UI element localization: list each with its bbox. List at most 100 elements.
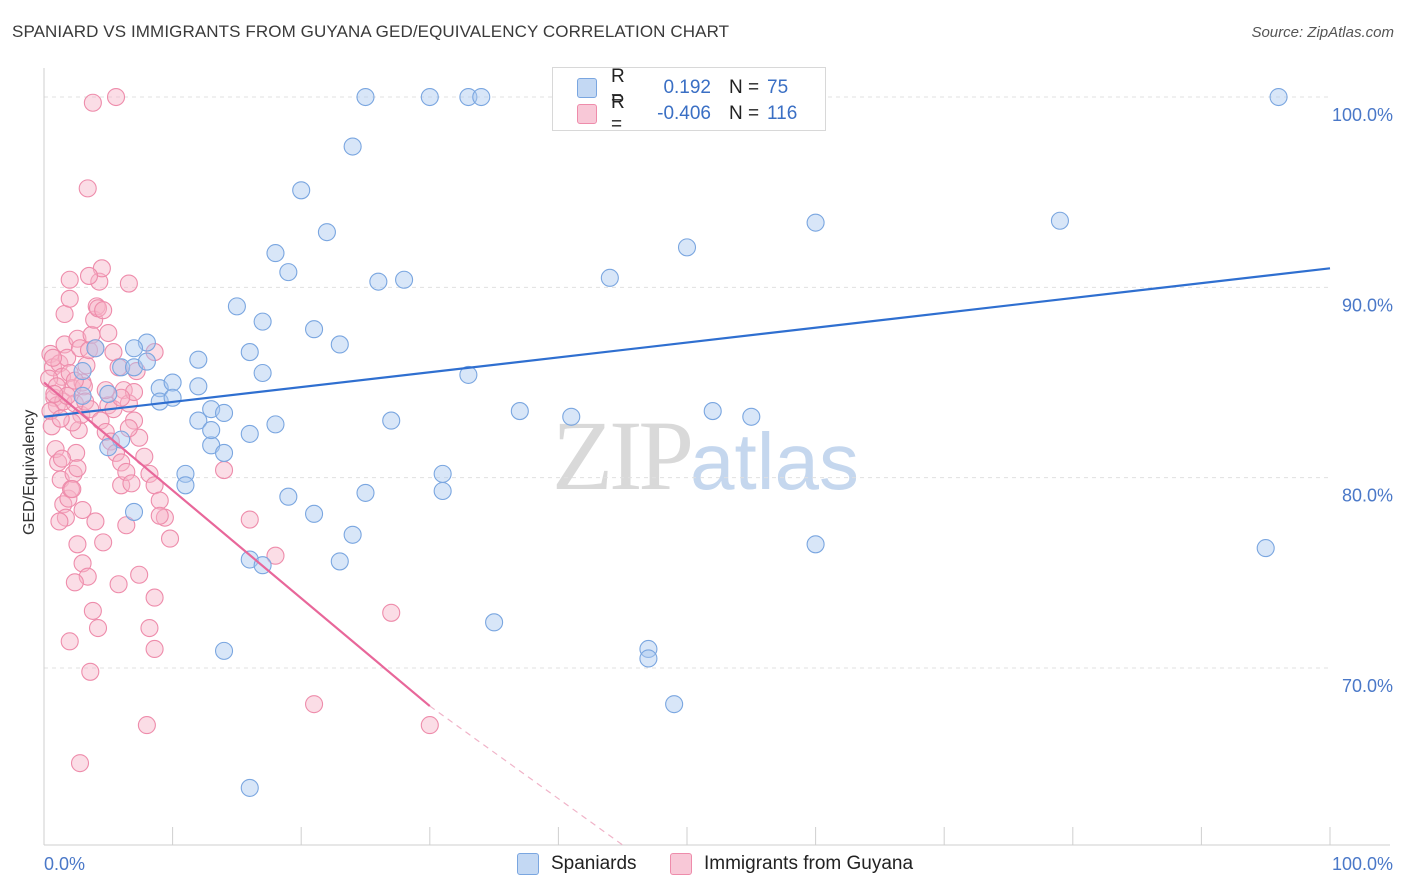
legend-swatch-pink	[670, 853, 692, 875]
point-spaniards	[382, 411, 401, 430]
tick-labels: 70.0% 80.0% 90.0% 100.0% 0.0% 100.0%	[44, 105, 1393, 874]
point-guyana	[104, 343, 123, 362]
n-label: N =	[729, 103, 760, 124]
point-guyana	[79, 341, 99, 360]
point-spaniards	[639, 649, 658, 668]
point-spaniards	[1269, 87, 1288, 107]
point-spaniards	[176, 476, 195, 495]
point-guyana	[63, 480, 82, 499]
point-guyana	[88, 618, 108, 638]
point-spaniards	[330, 335, 349, 354]
point-guyana	[266, 546, 285, 565]
point-spaniards	[124, 502, 144, 521]
point-spaniards	[1256, 539, 1275, 558]
point-guyana	[74, 377, 93, 396]
point-guyana	[83, 601, 102, 620]
point-guyana	[70, 339, 90, 358]
point-spaniards	[510, 402, 529, 421]
x-tick-label: 0.0%	[44, 854, 85, 874]
legend-row-guyana: R = -0.406 N = 116	[577, 92, 807, 135]
point-guyana	[130, 565, 149, 584]
watermark-atlas: atlas	[690, 417, 859, 506]
point-spaniards	[806, 213, 825, 232]
point-guyana	[94, 533, 113, 552]
y-axis-label: GED/Equivalency	[21, 410, 38, 535]
point-spaniards	[86, 339, 105, 358]
point-guyana	[112, 453, 131, 472]
point-guyana	[305, 695, 324, 714]
point-guyana	[420, 716, 439, 735]
point-guyana	[117, 462, 136, 482]
y-tick-label: 100.0%	[1332, 105, 1393, 125]
point-guyana	[55, 304, 74, 324]
r-value: -0.406	[657, 103, 711, 124]
point-guyana	[68, 535, 87, 554]
trend-line-guyana	[43, 381, 431, 707]
point-guyana	[52, 449, 72, 468]
trend-line-spaniards	[43, 267, 1331, 418]
watermark: ZIPatlas	[552, 398, 859, 513]
point-spaniards	[124, 339, 144, 358]
legend-swatch-pink	[577, 104, 597, 124]
series-guyana-points	[40, 87, 439, 773]
point-spaniards	[99, 384, 118, 403]
trend-lines	[43, 267, 1331, 846]
point-spaniards	[240, 778, 259, 797]
point-spaniards	[189, 411, 208, 430]
point-spaniards	[292, 181, 311, 200]
point-guyana	[45, 384, 64, 403]
point-guyana	[79, 266, 99, 285]
point-guyana	[65, 573, 84, 592]
point-spaniards	[806, 535, 825, 554]
point-spaniards	[214, 403, 234, 423]
point-spaniards	[356, 483, 375, 502]
point-guyana	[117, 516, 136, 535]
point-guyana	[54, 495, 73, 514]
point-guyana	[73, 554, 92, 573]
point-spaniards	[343, 137, 362, 156]
point-spaniards	[459, 87, 478, 107]
point-spaniards	[562, 407, 581, 426]
n-value: 116	[767, 103, 798, 124]
point-spaniards	[369, 272, 388, 291]
legend-swatch-blue	[517, 853, 539, 875]
point-spaniards	[253, 363, 272, 383]
legend-row-spaniards: R = 0.192 N = 75	[577, 66, 807, 109]
point-spaniards	[163, 373, 182, 392]
point-guyana	[50, 512, 69, 531]
point-guyana	[81, 400, 100, 419]
point-guyana	[86, 512, 105, 531]
point-spaniards	[639, 639, 658, 659]
point-guyana	[150, 506, 169, 525]
point-guyana	[240, 510, 259, 529]
point-guyana	[43, 348, 63, 367]
point-guyana	[83, 93, 102, 112]
point-spaniards	[189, 350, 208, 369]
point-guyana	[160, 529, 180, 548]
point-guyana	[58, 348, 77, 367]
point-guyana	[90, 272, 109, 291]
point-spaniards	[112, 358, 131, 377]
point-guyana	[73, 500, 92, 520]
point-spaniards	[459, 365, 478, 384]
point-spaniards	[600, 268, 619, 287]
axes	[43, 68, 1390, 846]
point-guyana	[46, 440, 65, 459]
point-spaniards	[214, 641, 234, 660]
point-guyana	[119, 274, 138, 293]
point-spaniards	[99, 438, 118, 457]
point-spaniards	[703, 402, 722, 421]
point-spaniards	[433, 481, 452, 501]
point-spaniards	[677, 238, 697, 257]
point-guyana	[145, 588, 164, 607]
point-spaniards	[305, 504, 324, 523]
point-spaniards	[343, 525, 362, 544]
y-tick-label: 70.0%	[1342, 676, 1393, 696]
legend-item-guyana: Immigrants from Guyana	[670, 851, 913, 877]
point-spaniards	[240, 424, 259, 443]
point-guyana	[122, 474, 141, 493]
point-spaniards	[266, 415, 285, 434]
point-spaniards	[137, 352, 156, 371]
point-guyana	[137, 716, 156, 735]
